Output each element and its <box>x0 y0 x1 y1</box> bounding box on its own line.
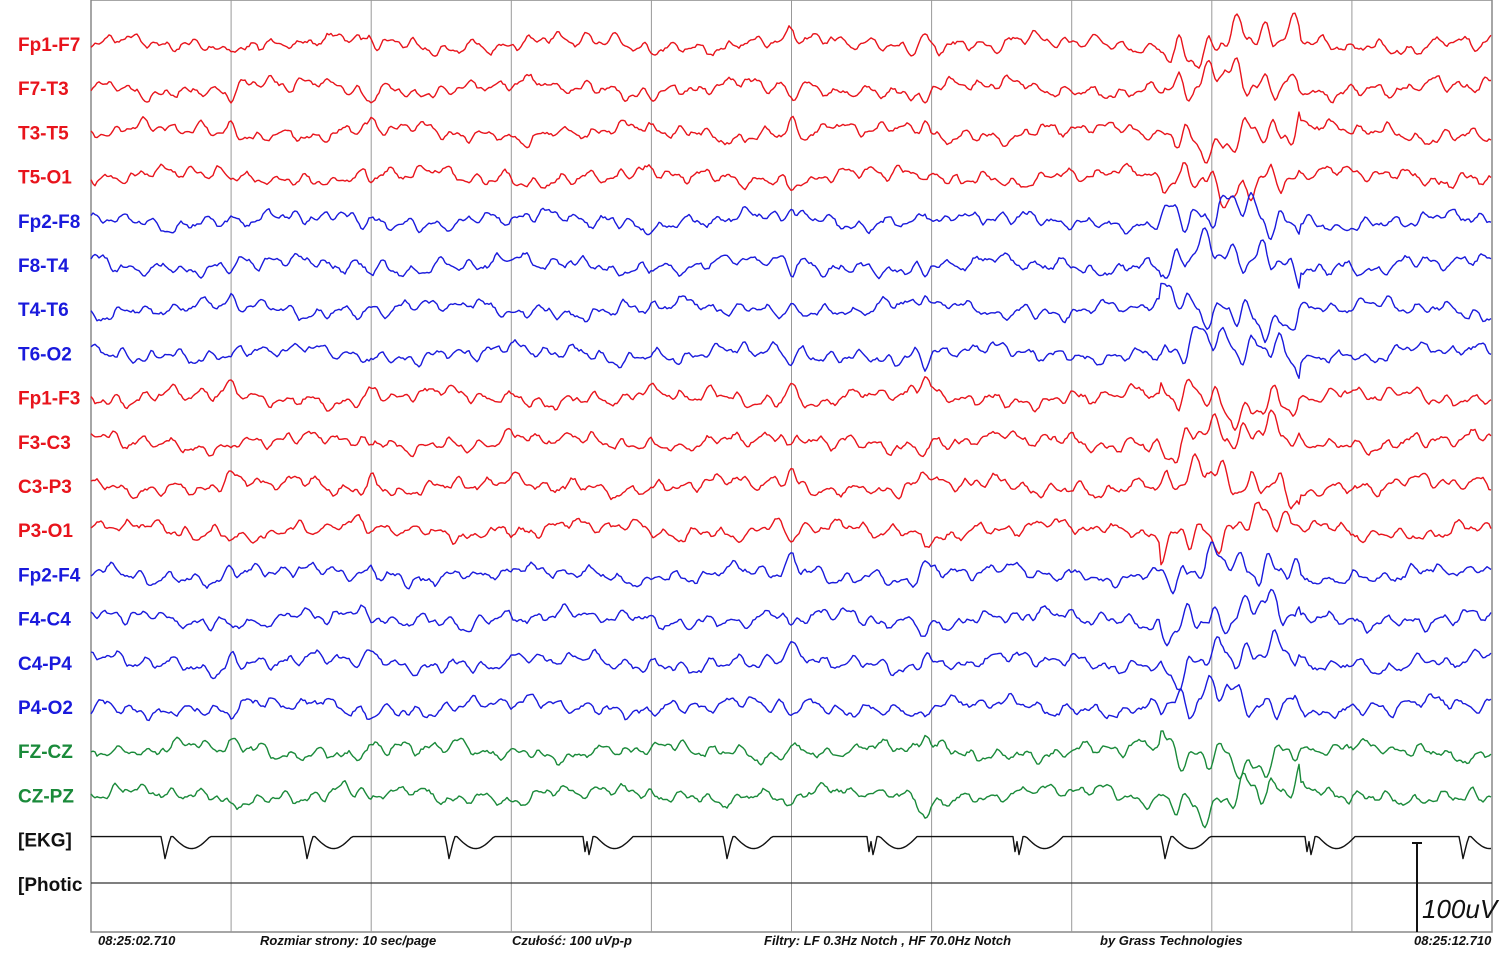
trace-f8t4 <box>90 227 1492 289</box>
trace-fp2f4 <box>90 541 1492 595</box>
trace-p4o2 <box>90 674 1492 722</box>
end-time: 08:25:12.710 <box>1414 933 1492 948</box>
channel-label: FZ-CZ <box>18 742 73 763</box>
scale-bar: 100uV <box>1412 842 1500 932</box>
channel-label: F4-C4 <box>18 610 71 631</box>
channel-label: T4-T6 <box>18 300 69 321</box>
trace-f3c3 <box>90 409 1492 464</box>
channel-label: P4-O2 <box>18 698 73 719</box>
channel-label: P3-O1 <box>18 521 73 542</box>
trace-fp1f3 <box>90 376 1492 431</box>
scale-bar-label: 100uV <box>1422 894 1500 924</box>
channel-label: F8-T4 <box>18 256 69 277</box>
channel-label: Fp1-F7 <box>18 35 80 56</box>
trace-f4c4 <box>90 588 1492 647</box>
trace-p3o1 <box>90 501 1492 566</box>
channel-label: [Photic <box>18 875 83 896</box>
channel-label: T5-O1 <box>18 168 72 189</box>
trace-c3p3 <box>90 453 1492 510</box>
sensitivity: Czułość: 100 uVp-p <box>512 933 632 948</box>
trace-f7t3 <box>90 57 1491 104</box>
trace-c4p4 <box>90 629 1492 691</box>
channel-label: T6-O2 <box>18 344 72 365</box>
channel-label: Fp2-F8 <box>18 212 80 233</box>
channel-label: Fp1-F3 <box>18 389 80 410</box>
channel-label: [EKG] <box>18 831 72 852</box>
trace-fp1f7 <box>90 12 1492 69</box>
traces <box>90 12 1492 860</box>
trace-t5o1 <box>90 162 1492 209</box>
footer: 08:25:02.710 Rozmiar strony: 10 sec/page… <box>98 933 1492 948</box>
trace-fp2f8 <box>90 191 1492 241</box>
channel-label: CZ-PZ <box>18 786 74 807</box>
trace-czpz <box>90 763 1492 829</box>
start-time: 08:25:02.710 <box>98 933 176 948</box>
channel-label: T3-T5 <box>18 123 69 144</box>
trace-ekg <box>91 835 1492 860</box>
channel-label: C3-P3 <box>18 477 72 498</box>
trace-t4t6 <box>90 282 1492 344</box>
grid <box>90 0 1493 933</box>
vendor: by Grass Technologies <box>1100 933 1243 948</box>
channel-label: Fp2-F4 <box>18 565 81 586</box>
channel-label: F7-T3 <box>18 79 69 100</box>
channel-label: F3-C3 <box>18 433 71 454</box>
channel-labels: Fp1-F7 F7-T3 T3-T5 T5-O1 Fp2-F8 F8-T4 T4-T6 T6-… <box>18 35 83 896</box>
filters: Filtry: LF 0.3Hz Notch , HF 70.0Hz Notch <box>764 933 1011 948</box>
page-size: Rozmiar strony: 10 sec/page <box>260 933 436 948</box>
trace-t3t5 <box>90 111 1492 164</box>
trace-t6o2 <box>90 326 1492 379</box>
channel-label: C4-P4 <box>18 654 72 675</box>
trace-fzcz <box>90 730 1492 780</box>
